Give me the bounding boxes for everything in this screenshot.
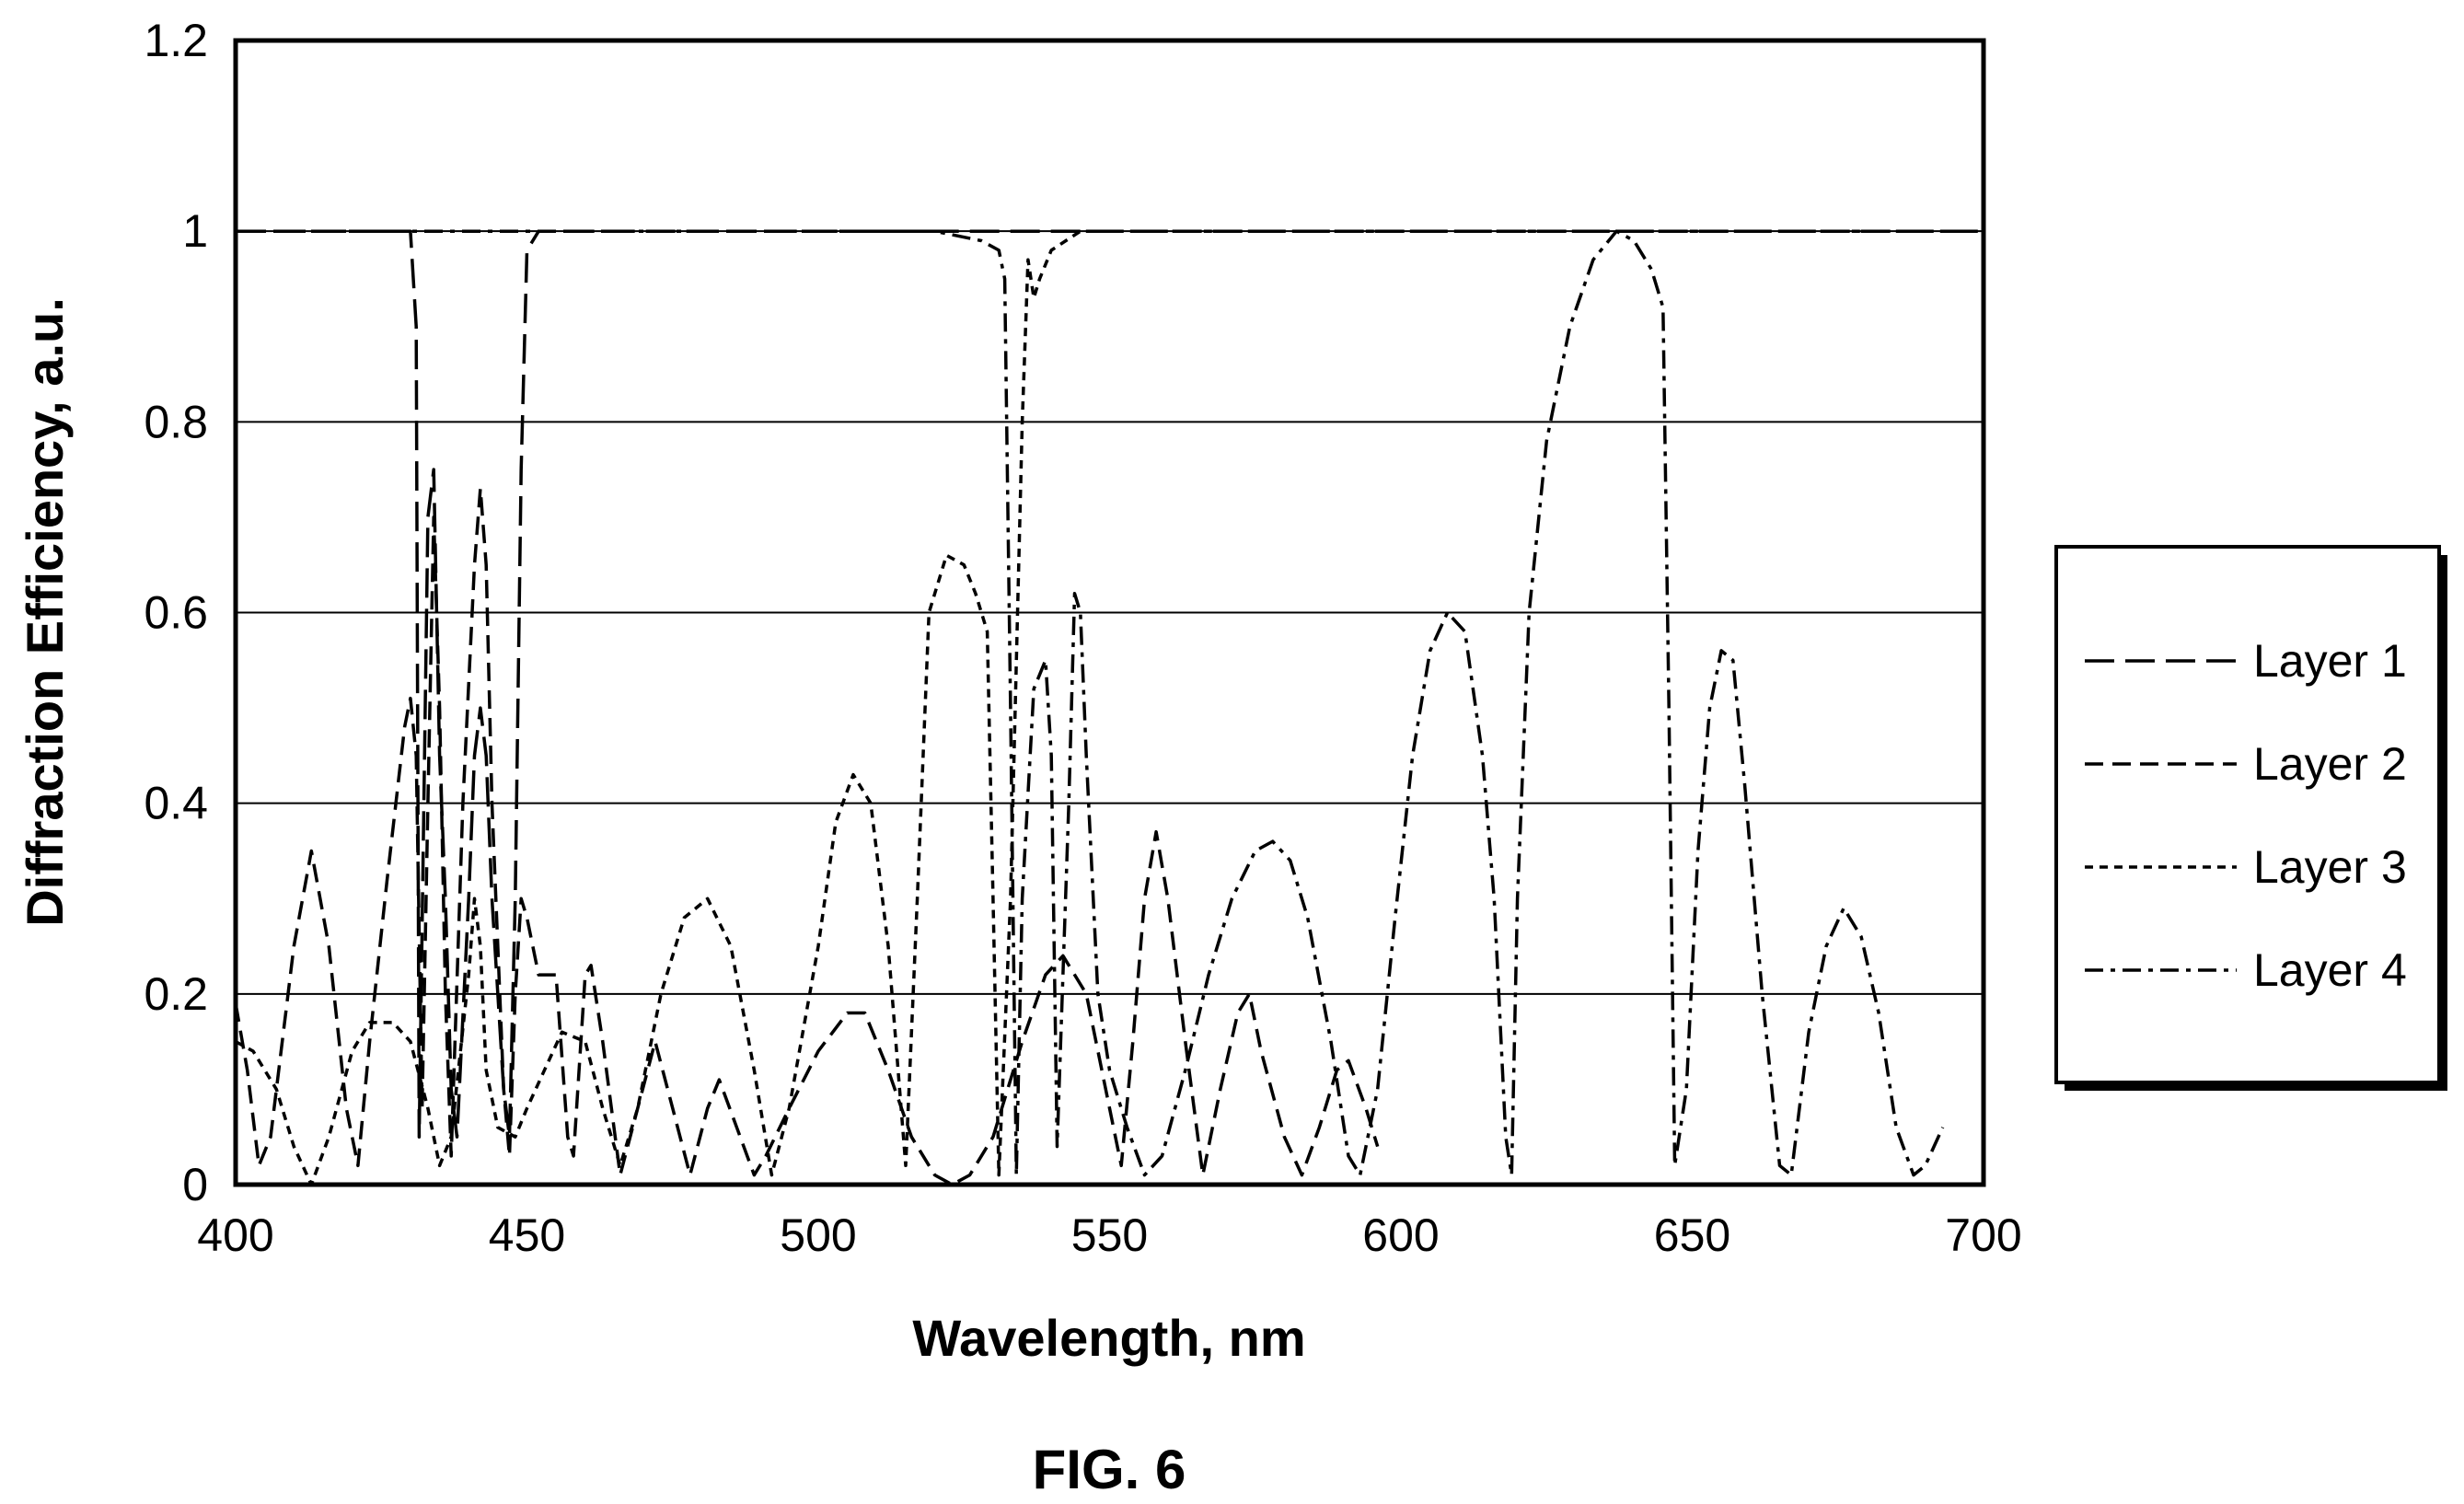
x-axis-ticks: 400 450 500 550 600 650 700 — [197, 1209, 2021, 1261]
x-tick-label: 550 — [1071, 1209, 1148, 1261]
legend-items: Layer 1 Layer 2 Layer 3 Layer 4 — [2085, 635, 2407, 996]
legend-label-layer-1: Layer 1 — [2253, 635, 2407, 687]
y-axis-title: Diffraction Efficiency, a.u. — [16, 297, 74, 927]
series-lines — [234, 229, 1984, 1186]
series-line-layer-4 — [236, 229, 1945, 1177]
legend: Layer 1 Layer 2 Layer 3 Layer 4 — [2054, 545, 2447, 1091]
x-tick-label: 500 — [780, 1209, 856, 1261]
x-axis-title: Wavelength, nm — [912, 1309, 1305, 1367]
y-tick-label: 1.2 — [144, 15, 208, 66]
y-axis-ticks: 0 0.2 0.4 0.6 0.8 1 1.2 — [144, 15, 208, 1210]
y-tick-label: 0.2 — [144, 968, 208, 1020]
y-tick-label: 0.4 — [144, 778, 208, 829]
figure-caption: FIG. 6 — [1033, 1439, 1186, 1500]
x-tick-label: 700 — [1945, 1209, 2021, 1261]
x-tick-label: 650 — [1654, 1209, 1730, 1261]
x-tick-label: 400 — [197, 1209, 273, 1261]
y-tick-label: 0 — [182, 1159, 208, 1210]
series-line-layer-2 — [234, 487, 1380, 1186]
legend-box — [2054, 545, 2441, 1084]
x-tick-label: 600 — [1362, 1209, 1439, 1261]
legend-label-layer-2: Layer 2 — [2253, 738, 2407, 790]
y-tick-label: 0.8 — [144, 396, 208, 447]
y-tick-label: 1 — [182, 205, 208, 257]
x-tick-label: 450 — [489, 1209, 565, 1261]
legend-label-layer-4: Layer 4 — [2253, 944, 2407, 996]
legend-label-layer-3: Layer 3 — [2253, 841, 2407, 893]
y-tick-label: 0.6 — [144, 587, 208, 639]
